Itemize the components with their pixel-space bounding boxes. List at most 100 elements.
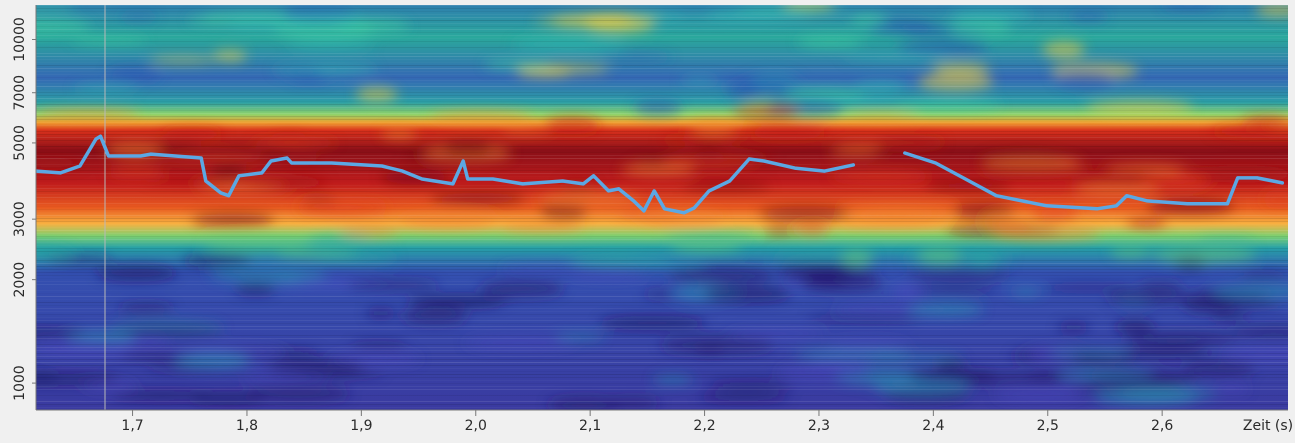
texture-blob <box>731 105 800 120</box>
texture-blob <box>71 37 148 45</box>
texture-blob <box>846 113 919 120</box>
texture-blob <box>1230 325 1288 339</box>
texture-blob <box>670 239 743 253</box>
texture-stripe <box>36 164 1288 165</box>
texture-blob <box>499 264 586 271</box>
texture-stripe <box>36 302 1288 303</box>
texture-blob <box>638 210 722 225</box>
texture-blob <box>935 359 966 372</box>
texture-blob <box>1139 173 1210 189</box>
texture-blob <box>149 56 216 64</box>
texture-blob <box>917 72 994 91</box>
texture-blob <box>784 87 866 100</box>
texture-stripe <box>36 191 1288 192</box>
texture-stripe <box>36 137 1288 138</box>
texture-stripe <box>36 50 1288 51</box>
texture-stripe <box>36 287 1288 288</box>
texture-stripe <box>36 362 1288 363</box>
texture-blob <box>380 128 418 139</box>
texture-blob <box>764 227 796 235</box>
texture-stripe <box>36 311 1288 312</box>
texture-stripe <box>36 269 1288 270</box>
texture-blob <box>36 157 85 169</box>
texture-stripe <box>36 344 1288 345</box>
texture-stripe <box>36 395 1288 396</box>
texture-blob <box>824 340 910 351</box>
texture-blob <box>669 15 784 22</box>
texture-stripe <box>36 281 1288 282</box>
texture-stripe <box>36 380 1288 381</box>
texture-blob <box>202 236 313 252</box>
texture-stripe <box>36 152 1288 153</box>
texture-stripe <box>36 233 1288 234</box>
texture-stripe <box>36 74 1288 75</box>
texture-blob <box>350 341 408 350</box>
texture-blob <box>1085 100 1194 115</box>
texture-stripe <box>36 38 1288 39</box>
texture-blob <box>865 354 963 362</box>
texture-blob <box>106 67 162 81</box>
texture-stripe <box>36 35 1288 36</box>
texture-blob <box>707 380 794 390</box>
texture-stripe <box>36 11 1288 12</box>
x-tick-label: 2,6 <box>1151 418 1173 434</box>
texture-blob <box>806 315 923 322</box>
texture-blob <box>842 54 953 62</box>
texture-blob <box>1126 331 1239 346</box>
texture-blob <box>430 192 526 205</box>
texture-stripe <box>36 401 1288 402</box>
texture-blob <box>1114 318 1155 335</box>
texture-stripe <box>36 131 1288 132</box>
texture-stripe <box>36 122 1288 123</box>
texture-stripe <box>36 398 1288 399</box>
texture-blob <box>36 5 78 11</box>
texture-stripe <box>36 155 1288 156</box>
texture-blob <box>840 248 874 266</box>
texture-stripe <box>36 359 1288 360</box>
texture-stripe <box>36 182 1288 183</box>
texture-blob <box>777 365 872 380</box>
texture-stripe <box>36 242 1288 243</box>
texture-blob <box>155 143 202 153</box>
texture-blob <box>952 202 1016 218</box>
texture-stripe <box>36 338 1288 339</box>
texture-blob <box>855 81 907 93</box>
texture-blob <box>544 116 601 135</box>
texture-stripe <box>36 92 1288 93</box>
texture-blob <box>912 285 997 294</box>
x-tick-label: 1,7 <box>121 418 143 434</box>
y-tick-label: 3000 <box>12 201 28 237</box>
texture-stripe <box>36 158 1288 159</box>
texture-blob <box>738 75 803 93</box>
texture-blob <box>1010 287 1042 296</box>
texture-blob <box>668 266 776 284</box>
texture-blob <box>295 199 390 216</box>
texture-blob <box>1125 218 1168 228</box>
texture-stripe <box>36 248 1288 249</box>
pitch-line <box>36 134 1285 215</box>
texture-stripe <box>36 230 1288 231</box>
y-tick-label: 10000 <box>12 17 28 62</box>
texture-stripe <box>36 377 1288 378</box>
texture-blob <box>948 20 1012 35</box>
texture-blob <box>633 100 683 116</box>
texture-blob <box>36 108 140 120</box>
texture-stripe <box>36 71 1288 72</box>
texture-stripe <box>36 308 1288 309</box>
y-tick-label: 7000 <box>12 75 28 111</box>
texture-stripe <box>36 104 1288 105</box>
texture-stripe <box>36 62 1288 63</box>
texture-stripe <box>36 173 1288 174</box>
texture-blob <box>272 275 303 283</box>
texture-blob <box>829 170 930 182</box>
texture-stripe <box>36 299 1288 300</box>
texture-stripe <box>36 89 1288 90</box>
x-tick-label: 2,5 <box>1037 418 1059 434</box>
texture-stripe <box>36 119 1288 120</box>
texture-blob <box>917 247 962 264</box>
y-tick-label: 5000 <box>12 125 28 161</box>
texture-blob <box>947 7 1033 23</box>
texture-blob <box>627 256 707 268</box>
texture-blob <box>479 279 565 298</box>
